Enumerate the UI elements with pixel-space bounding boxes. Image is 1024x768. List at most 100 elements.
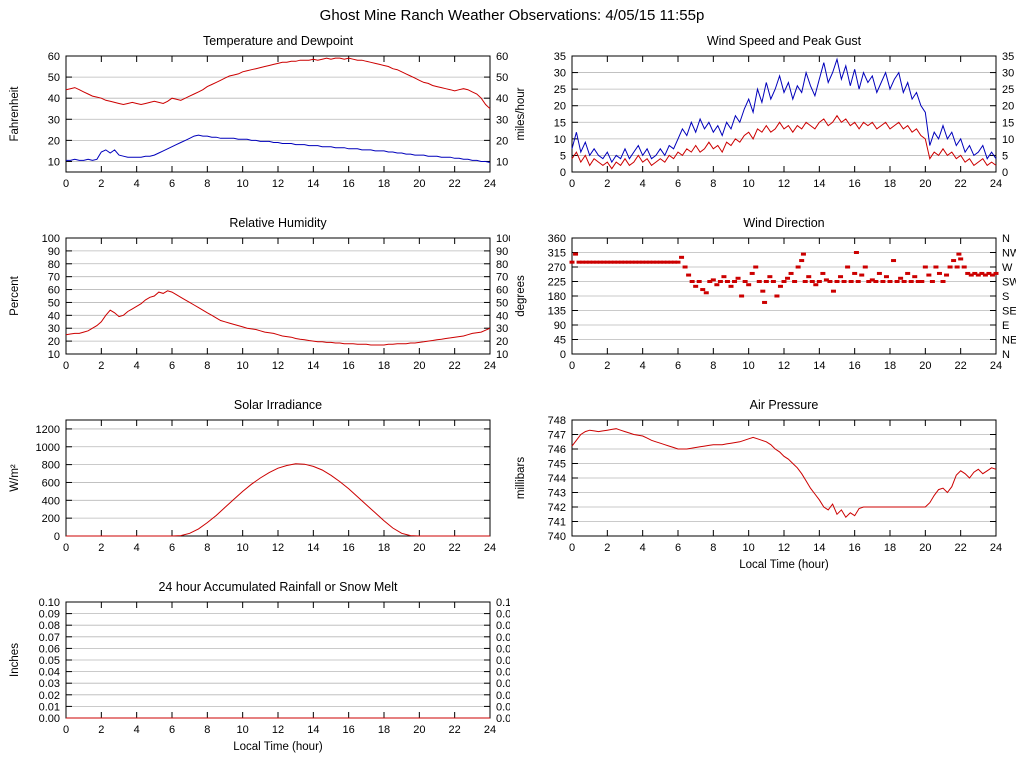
svg-text:10: 10 bbox=[743, 542, 755, 554]
svg-text:50: 50 bbox=[48, 72, 60, 84]
axis-ticks bbox=[65, 420, 491, 537]
y-axis-label: Fahrenheit bbox=[9, 86, 21, 142]
svg-text:N: N bbox=[1002, 349, 1010, 361]
chart-title: Solar Irradiance bbox=[234, 398, 322, 412]
svg-text:90: 90 bbox=[496, 246, 508, 258]
svg-text:0: 0 bbox=[63, 360, 69, 372]
svg-text:0: 0 bbox=[63, 724, 69, 736]
svg-text:20: 20 bbox=[48, 336, 60, 348]
series-peak-gust bbox=[571, 57, 997, 164]
svg-text:0: 0 bbox=[569, 360, 575, 372]
svg-text:0.01: 0.01 bbox=[39, 701, 60, 713]
svg-text:25: 25 bbox=[1002, 84, 1014, 96]
svg-text:0.06: 0.06 bbox=[39, 643, 60, 655]
svg-text:6: 6 bbox=[169, 178, 175, 190]
svg-text:0.03: 0.03 bbox=[496, 678, 510, 690]
chart-relative-humidity: 10 10 20 20 30 30 40 40 50 50 60 60 70 70 80 80 90 90 100 1… bbox=[4, 212, 515, 394]
gridlines bbox=[66, 237, 490, 355]
svg-text:60: 60 bbox=[48, 51, 60, 63]
x-axis-label: Local Time (hour) bbox=[739, 559, 829, 571]
svg-text:30: 30 bbox=[496, 323, 508, 335]
svg-text:12: 12 bbox=[272, 724, 284, 736]
svg-text:0.05: 0.05 bbox=[39, 655, 60, 667]
svg-text:24: 24 bbox=[990, 178, 1002, 190]
y-axis-label: miles/hour bbox=[515, 87, 527, 140]
series-air-pressure bbox=[571, 428, 997, 518]
chart-air-pressure: 740 741 742 743 744 745 746 747 748 0 2 4 6 8 10 12 14 16… bbox=[510, 394, 1016, 576]
svg-text:12: 12 bbox=[778, 178, 790, 190]
svg-text:35: 35 bbox=[554, 51, 566, 63]
svg-text:20: 20 bbox=[496, 135, 508, 147]
svg-text:20: 20 bbox=[413, 724, 425, 736]
svg-text:4: 4 bbox=[134, 542, 140, 554]
svg-text:4: 4 bbox=[134, 178, 140, 190]
svg-text:22: 22 bbox=[955, 178, 967, 190]
svg-text:740: 740 bbox=[548, 531, 566, 543]
svg-text:0.09: 0.09 bbox=[496, 609, 510, 621]
y-axis-label: millibars bbox=[515, 457, 527, 499]
svg-text:16: 16 bbox=[343, 724, 355, 736]
svg-text:14: 14 bbox=[307, 178, 319, 190]
svg-text:8: 8 bbox=[204, 360, 210, 372]
svg-text:90: 90 bbox=[554, 320, 566, 332]
x-axis-label: Local Time (hour) bbox=[233, 741, 323, 753]
svg-text:NW: NW bbox=[1002, 248, 1016, 260]
chart-title: Temperature and Dewpoint bbox=[203, 34, 354, 48]
svg-text:360: 360 bbox=[548, 233, 566, 245]
chart-wind-speed-peak-gust: 0 0 5 5 10 10 15 15 20 20 25 25 30 30 35 35 0 2 4 6 8 10 12 14 1… bbox=[510, 30, 1016, 212]
svg-text:10: 10 bbox=[496, 156, 508, 168]
svg-text:10: 10 bbox=[237, 542, 249, 554]
svg-text:30: 30 bbox=[48, 323, 60, 335]
y-axis-label: Percent bbox=[9, 275, 21, 315]
svg-text:315: 315 bbox=[548, 248, 566, 260]
svg-text:22: 22 bbox=[955, 542, 967, 554]
svg-text:12: 12 bbox=[272, 542, 284, 554]
svg-text:12: 12 bbox=[778, 542, 790, 554]
svg-text:270: 270 bbox=[548, 262, 566, 274]
gridlines bbox=[66, 55, 490, 162]
svg-text:22: 22 bbox=[449, 178, 461, 190]
svg-text:742: 742 bbox=[548, 502, 566, 514]
svg-text:2: 2 bbox=[98, 178, 104, 190]
svg-text:8: 8 bbox=[204, 178, 210, 190]
svg-text:20: 20 bbox=[554, 101, 566, 113]
svg-text:6: 6 bbox=[675, 542, 681, 554]
svg-text:10: 10 bbox=[237, 360, 249, 372]
svg-text:18: 18 bbox=[884, 542, 896, 554]
svg-text:100: 100 bbox=[496, 233, 510, 245]
svg-text:45: 45 bbox=[554, 335, 566, 347]
svg-text:14: 14 bbox=[813, 178, 825, 190]
svg-text:10: 10 bbox=[496, 349, 508, 361]
svg-text:14: 14 bbox=[813, 542, 825, 554]
svg-text:0: 0 bbox=[63, 178, 69, 190]
svg-text:E: E bbox=[1002, 320, 1009, 332]
tick-labels: 0.000.000.010.010.020.020.030.030.040.04… bbox=[39, 597, 518, 736]
svg-text:SE: SE bbox=[1002, 306, 1016, 318]
svg-text:16: 16 bbox=[849, 178, 861, 190]
svg-text:0.10: 0.10 bbox=[496, 597, 510, 609]
svg-text:80: 80 bbox=[48, 259, 60, 271]
svg-text:4: 4 bbox=[640, 178, 646, 190]
svg-text:4: 4 bbox=[640, 360, 646, 372]
svg-text:748: 748 bbox=[548, 415, 566, 427]
svg-text:0.06: 0.06 bbox=[496, 643, 510, 655]
svg-text:5: 5 bbox=[560, 150, 566, 162]
chart-solar-irradiance: 0 200 400 600 800 1000 1200 0 2 4 6 8 10 12 14 16 18 20 22… bbox=[4, 394, 510, 576]
plot-frame bbox=[65, 237, 491, 355]
svg-text:135: 135 bbox=[548, 306, 566, 318]
svg-text:16: 16 bbox=[849, 542, 861, 554]
svg-text:60: 60 bbox=[48, 285, 60, 297]
svg-text:18: 18 bbox=[884, 360, 896, 372]
svg-text:6: 6 bbox=[675, 360, 681, 372]
svg-text:24: 24 bbox=[484, 724, 496, 736]
plot-frame bbox=[65, 419, 491, 537]
svg-text:22: 22 bbox=[449, 360, 461, 372]
svg-text:20: 20 bbox=[413, 178, 425, 190]
svg-text:0.08: 0.08 bbox=[496, 620, 510, 632]
svg-text:6: 6 bbox=[169, 724, 175, 736]
